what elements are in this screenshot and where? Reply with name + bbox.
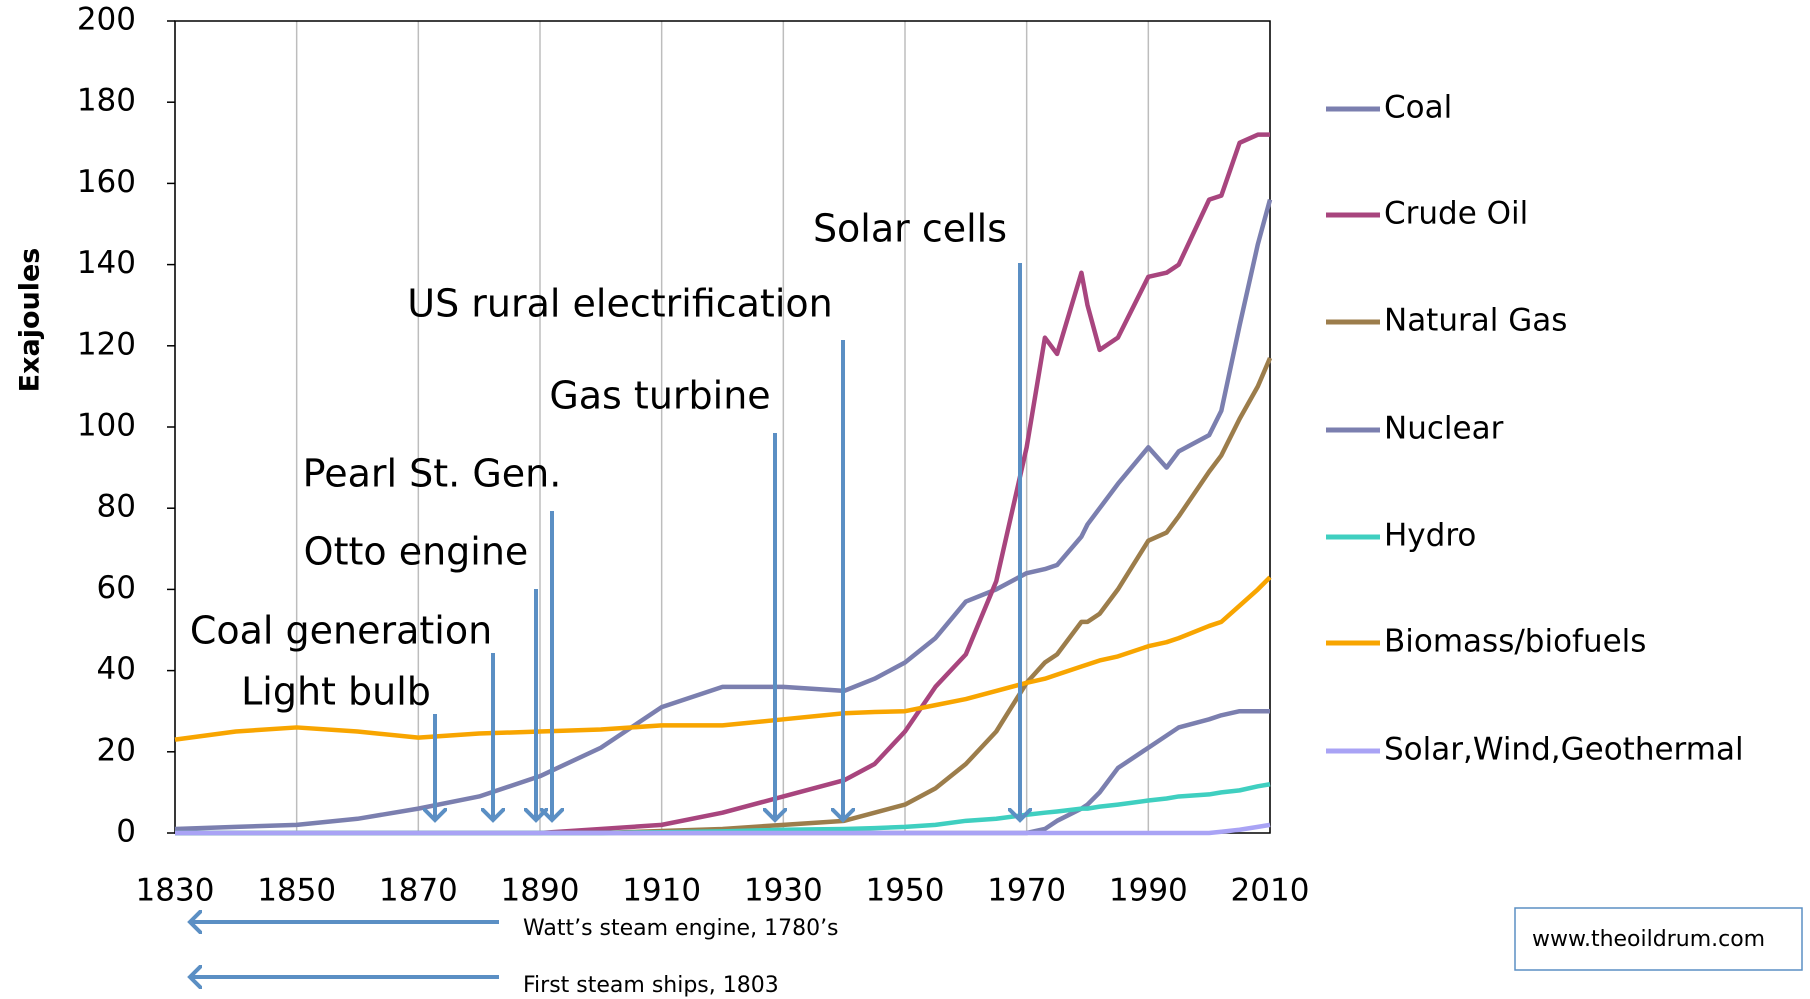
annotation: US rural electrification: [407, 282, 832, 326]
x-tick-label: 1870: [379, 873, 458, 909]
series-line: [174, 575, 1272, 742]
x-tick-label: 1930: [744, 873, 823, 909]
annotation: Otto engine: [304, 530, 529, 574]
x-tick-label: 1830: [136, 873, 215, 909]
series-line: [174, 199, 1273, 832]
annotation: Gas turbine: [549, 374, 770, 418]
annotations: Light bulb Coal generation Otto engine P…: [190, 207, 1803, 998]
y-tick-label: 160: [77, 164, 136, 200]
series-line: [175, 822, 1271, 836]
footnote: First steam ships, 1803: [523, 973, 779, 998]
annotation: Light bulb: [241, 670, 431, 714]
x-tick-label: 1990: [1109, 873, 1188, 909]
y-tick-label: 100: [77, 408, 136, 444]
annotation: Solar cells: [813, 207, 1007, 251]
y-tick-label: 140: [77, 245, 136, 281]
footnote: Watt’s steam engine, 1780’s: [523, 916, 839, 941]
y-tick-label: 120: [77, 326, 136, 362]
y-tick-label: 180: [77, 83, 136, 119]
legend-label: Natural Gas: [1384, 303, 1567, 339]
series-line: [175, 782, 1271, 836]
y-tick-label: 0: [116, 814, 136, 850]
x-tick-label: 1890: [501, 873, 580, 909]
legend-label: Hydro: [1384, 518, 1476, 554]
y-axis-title: Exajoules: [15, 248, 46, 393]
x-tick-label: 1950: [866, 873, 945, 909]
series-line: [175, 357, 1273, 836]
y-tick-label: 60: [97, 570, 136, 606]
legend-label: Solar,Wind,Geothermal: [1384, 732, 1744, 768]
legend-label: Crude Oil: [1384, 196, 1528, 232]
x-tick-label: 1910: [622, 873, 701, 909]
annotation: Coal generation: [190, 609, 492, 653]
source: www.theoildrum.com: [1532, 927, 1765, 952]
source-box: [1514, 907, 1803, 971]
y-tick-label: 20: [97, 732, 136, 768]
legend-label: Biomass/biofuels: [1384, 624, 1646, 660]
annotation: Pearl St. Gen.: [303, 452, 562, 496]
y-tick-label: 200: [77, 2, 136, 38]
legend-label: Nuclear: [1384, 411, 1504, 447]
y-tick-label: 40: [97, 651, 136, 687]
x-tick-label: 1970: [987, 873, 1066, 909]
legend-label: Coal: [1384, 90, 1452, 126]
y-tick-label: 80: [97, 489, 136, 525]
x-tick-label: 2010: [1231, 873, 1310, 909]
x-tick-label: 1850: [257, 873, 336, 909]
